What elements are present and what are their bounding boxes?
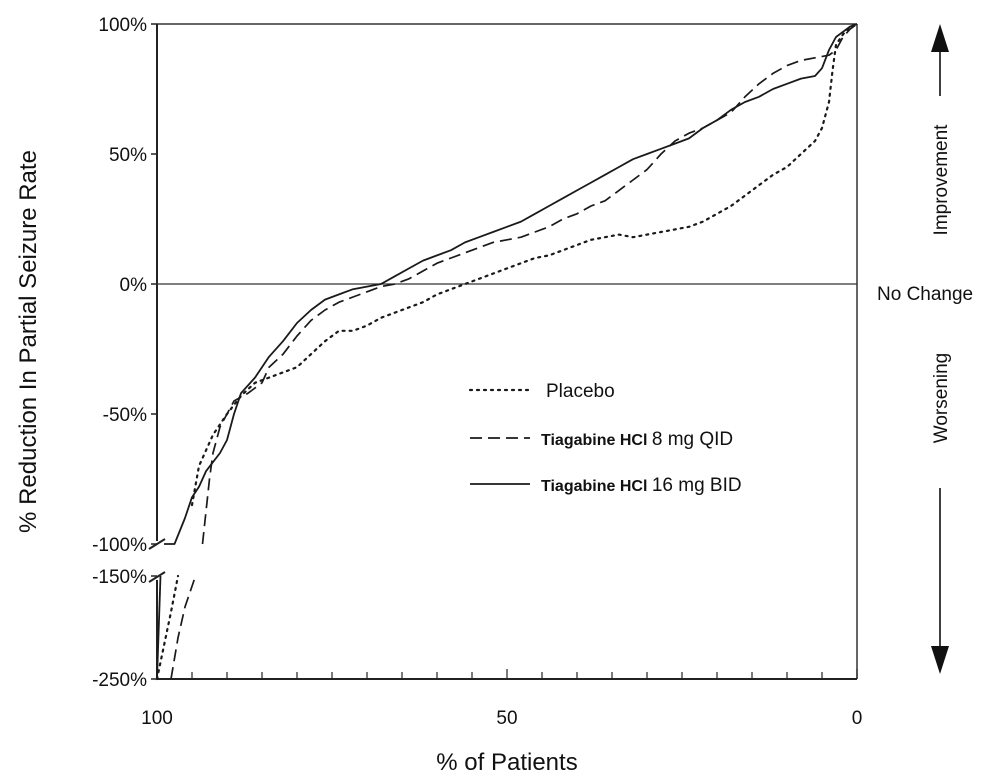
improvement-label: Improvement xyxy=(931,124,952,236)
x-tick-label: 50 xyxy=(496,708,517,729)
series-line-dotted-segment-1 xyxy=(190,22,859,507)
down-arrow-icon xyxy=(931,646,949,674)
y-tick-label: 0% xyxy=(120,275,148,296)
no-change-label: No Change xyxy=(877,284,973,305)
series-line-dashed-segment-1 xyxy=(201,23,858,545)
y-tick-label: -250% xyxy=(92,670,147,691)
y-axis-title: % Reduction In Partial Seizure Rate xyxy=(15,150,42,533)
legend-label: Tiagabine HCl 16 mg BID xyxy=(541,475,742,496)
x-axis-title: % of Patients xyxy=(436,749,577,776)
axis-ticks xyxy=(151,23,858,680)
y-tick-label: -100% xyxy=(92,535,147,556)
worsening-label: Worsening xyxy=(931,353,952,443)
legend-label: Placebo xyxy=(546,381,615,402)
legend-label-drug: Tiagabine HCl xyxy=(541,432,652,449)
series-line-solid xyxy=(156,575,162,680)
y-tick-label: -150% xyxy=(92,567,147,588)
x-tick-label: 0 xyxy=(852,708,863,729)
plot-frame xyxy=(148,23,858,680)
legend-label-dose: 16 mg BID xyxy=(652,475,742,496)
legend-label: Tiagabine HCl 8 mg QID xyxy=(541,429,733,450)
side-annotations: No Change Improvement Worsening xyxy=(877,24,973,674)
legend-label-drug: Tiagabine HCl xyxy=(541,478,652,495)
legend-label-dose: 8 mg QID xyxy=(652,429,733,450)
y-tick-label: -50% xyxy=(103,405,147,426)
series-line-dashed xyxy=(170,575,197,680)
y-tick-label: 50% xyxy=(109,145,147,166)
series-line-dotted xyxy=(155,574,180,681)
y-tick-label: 100% xyxy=(98,15,147,36)
up-arrow-icon xyxy=(931,24,949,52)
x-tick-label: 100 xyxy=(141,708,173,729)
series-group xyxy=(155,22,859,681)
axis-labels: 100% 50% 0% -50% -100% -150% -250% 100 50 0 % of P… xyxy=(15,15,862,776)
series-line-solid-segment-1 xyxy=(164,23,858,545)
y-axis-break-mark-lower xyxy=(148,571,166,583)
